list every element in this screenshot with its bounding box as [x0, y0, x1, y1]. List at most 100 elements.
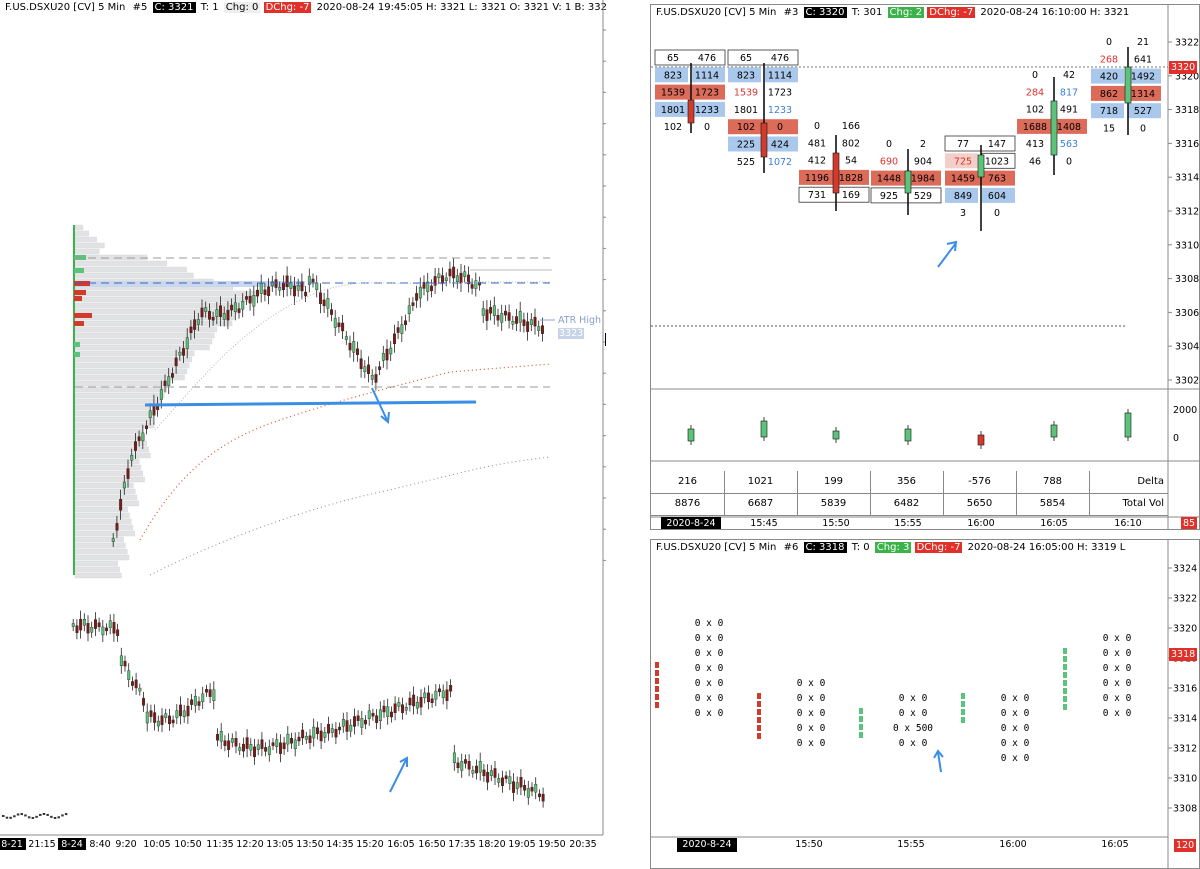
- bid-volume: 0: [1032, 70, 1038, 81]
- price-tick-label: 3302: [1175, 376, 1199, 387]
- ticks-label: T: 301: [851, 7, 883, 18]
- bid-volume: 0: [886, 139, 892, 150]
- bidask-cell: 0 x 0: [695, 678, 724, 689]
- table-cell: 216: [651, 471, 725, 493]
- price-tick-label: 3316: [1173, 684, 1197, 695]
- footprint-cells: 65 476 823 1114 1539 1723 1801 1233 102 0 65 476 823…: [654, 37, 1161, 219]
- bid-volume: 65: [740, 53, 752, 64]
- ask-volume: 54: [845, 156, 857, 167]
- time-tick-label: 16:00: [999, 839, 1027, 850]
- price-tick-label: 3312: [1173, 744, 1197, 755]
- price-tick-label: 3310: [1175, 240, 1199, 251]
- ask-volume: 1233: [695, 105, 719, 116]
- time-axis: 2020-8-24 15:45 15:50 15:55 16:00 16:05 16:10: [651, 517, 1199, 529]
- time-tick-label: 16:05: [387, 839, 414, 850]
- main-price-chart[interactable]: 3360335633523348334433403336333233283324…: [0, 0, 606, 869]
- footprint-cell: 102 0: [664, 122, 710, 133]
- arrow-annotation-upper: [371, 387, 388, 421]
- footprint-chart[interactable]: 65 476 823 1114 1539 1723 1801 1233 102 0 65 476 823…: [651, 5, 1200, 530]
- time-tick-label: 17:35: [448, 839, 475, 850]
- time-tick-label: 14:35: [326, 839, 353, 850]
- ask-volume: 2: [920, 139, 926, 150]
- main-chart-panel[interactable]: F.US.DSXU20 [CV] 5 Min #5 C: 3321 T: 1 C…: [0, 0, 606, 869]
- footprint-cell: 481 802: [808, 138, 860, 149]
- bid-volume: 412: [808, 156, 826, 167]
- bid-volume: 1801: [661, 105, 685, 116]
- bidask-cell: 0 x 0: [797, 723, 826, 734]
- bid-volume: 65: [667, 53, 679, 64]
- ask-volume: 529: [914, 191, 932, 202]
- symbol-label: F.US.DSXU20 [CV] 5 Min: [656, 7, 777, 18]
- time-tick-label: 15:45: [750, 518, 778, 529]
- price-tick-label: 3314: [1173, 714, 1197, 725]
- footprint-cell: 1539 1723: [655, 84, 725, 100]
- footprint-cell: 718 527: [1091, 103, 1161, 119]
- bidask-cell: 0 x 0: [899, 738, 928, 749]
- bidask-cell: 0 x 0: [797, 708, 826, 719]
- time-tick-label: 8:40: [89, 839, 110, 850]
- ask-volume: 641: [1134, 54, 1152, 65]
- footprint-cell: 284 817: [1026, 87, 1078, 98]
- footprint-cell: 0 42: [1032, 70, 1075, 81]
- ask-volume: 491: [1060, 105, 1078, 116]
- time-tick-label: 15:55: [894, 518, 922, 529]
- delta-bars: [687, 409, 1132, 449]
- bid-volume: 1196: [805, 173, 829, 184]
- footprint-cell: 268 641: [1100, 54, 1152, 65]
- corner-badge: 120: [1174, 839, 1197, 852]
- current-price-badge: 3318: [1169, 648, 1198, 661]
- bidask-cell: 0 x 0: [695, 648, 724, 659]
- ask-volume: 21: [1137, 37, 1149, 48]
- time-tick-label: 2020-8-24: [677, 838, 737, 852]
- footprint-chart-panel[interactable]: F.US.DSXU20 [CV] 5 Min #3 C: 3320 T: 301…: [650, 4, 1200, 530]
- bidask-cell: 0 x 0: [797, 678, 826, 689]
- footprint-cell: 0 21: [1106, 37, 1149, 48]
- table-cell: 1021: [724, 471, 798, 493]
- footprint-cell: 525 1072: [737, 157, 792, 168]
- table-cell: -576: [943, 471, 1017, 493]
- ohlc-readout: 2020-08-24 16:10:00 H: 3321: [980, 7, 1130, 18]
- bid-volume: 725: [954, 156, 972, 167]
- ask-volume: 169: [842, 190, 860, 201]
- chart-number: #6: [783, 542, 799, 553]
- atr-high-label: ATR High 3323: [556, 314, 606, 340]
- ask-volume: 1072: [768, 157, 792, 168]
- price-tick-label: 3322: [1175, 38, 1199, 49]
- symbol-label: F.US.DSXU20 [CV] 5 Min: [5, 2, 126, 13]
- time-tick-label: 8-21: [1, 839, 23, 850]
- footprint-cell: 412 54: [808, 156, 857, 167]
- atr-value-text: 3323: [558, 328, 585, 339]
- bid-volume: 1688: [1023, 122, 1047, 133]
- footprint-cell: 65 476: [654, 49, 726, 66]
- bidask-cell: 0 x 0: [1103, 678, 1132, 689]
- bidask-cell: 0 x 0: [1103, 708, 1132, 719]
- footprint-cell: 420 1492: [1091, 68, 1161, 84]
- bidask-chart[interactable]: 0 x 0 0 x 0 0 x 0 0 x 0 0 x 0 0 x 0 0 x 0 0 x 0…: [651, 540, 1200, 869]
- ask-volume: 1233: [768, 105, 792, 116]
- bidask-cell: 0 x 0: [1001, 708, 1030, 719]
- arrow-annotation-lower: [389, 759, 407, 793]
- ask-volume: 1114: [768, 70, 792, 81]
- bidask-chart-panel[interactable]: F.US.DSXU20 [CV] 5 Min #6 C: 3318 T: 0 C…: [650, 539, 1200, 869]
- footprint-cell: 102 491: [1026, 105, 1078, 116]
- table-cell: 356: [870, 471, 944, 493]
- ask-volume: 563: [1060, 139, 1078, 150]
- ask-volume: 802: [842, 138, 860, 149]
- time-tick-label: 9:20: [115, 839, 136, 850]
- ask-volume: 42: [1063, 70, 1075, 81]
- ask-volume: 0: [1066, 157, 1072, 168]
- bidask-cell: 0 x 0: [797, 738, 826, 749]
- bidask-cell: 0 x 0: [1001, 738, 1030, 749]
- delta-label: Delta: [1137, 476, 1164, 487]
- footprint-cell: 0 166: [814, 121, 860, 132]
- bidask-cell: 0 x 500: [893, 723, 933, 734]
- delta-axis-label: 0: [1173, 433, 1179, 444]
- price-tick-label: 3322: [1173, 594, 1197, 605]
- bid-volume: 1459: [951, 174, 975, 185]
- table-cell: 199: [797, 471, 871, 493]
- price-axis: 3324 3322 3320 3318 3316 3314 3312 3310 3308: [1168, 564, 1197, 815]
- ask-volume: 1114: [695, 70, 719, 81]
- bid-volume: 1539: [734, 88, 758, 99]
